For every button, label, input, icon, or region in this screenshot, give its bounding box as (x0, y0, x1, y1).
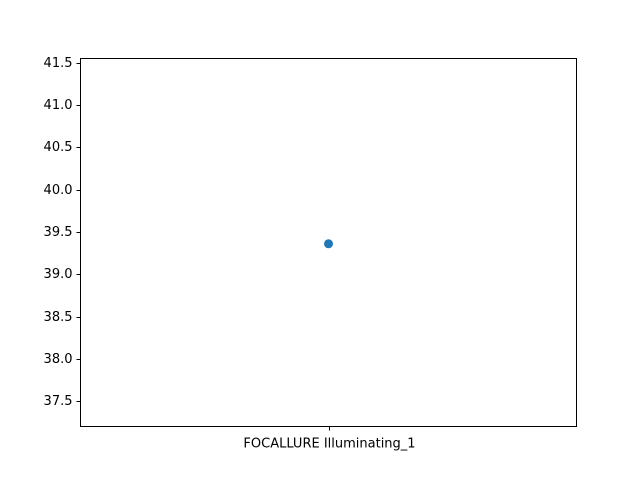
y-tick-label: 41.0 (44, 98, 73, 113)
y-tick-label: 41.5 (44, 56, 73, 71)
y-tick-label: 40.0 (44, 183, 73, 198)
data-point (324, 239, 333, 249)
y-tick-label: 39.0 (44, 267, 73, 282)
plot-frame (80, 58, 577, 427)
data-points (324, 239, 333, 249)
y-axis: 37.5 38.0 38.5 39.0 39.5 40.0 40.5 41.0 41.5 (44, 56, 81, 409)
y-tick-label: 37.5 (44, 394, 73, 409)
x-axis: FOCALLURE Illuminating_1 (243, 426, 416, 452)
y-tick-label: 38.5 (44, 310, 73, 325)
y-tick-label: 38.0 (44, 352, 73, 367)
x-tick-label: FOCALLURE Illuminating_1 (243, 437, 415, 452)
y-tick-label: 40.5 (44, 140, 73, 155)
y-tick-label: 39.5 (44, 225, 73, 240)
